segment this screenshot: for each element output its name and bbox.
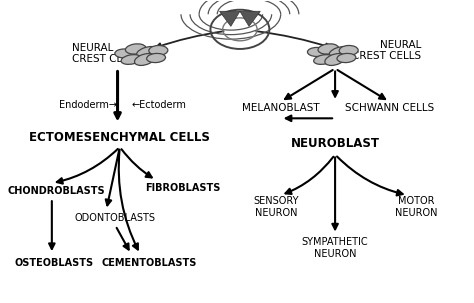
Text: ODONTOBLASTS: ODONTOBLASTS bbox=[75, 213, 156, 223]
Text: CHONDROBLASTS: CHONDROBLASTS bbox=[8, 186, 105, 196]
Ellipse shape bbox=[318, 44, 338, 54]
Ellipse shape bbox=[339, 45, 358, 55]
Text: Endoderm→: Endoderm→ bbox=[59, 100, 117, 110]
Text: SCHWANN CELLS: SCHWANN CELLS bbox=[345, 103, 434, 113]
Ellipse shape bbox=[126, 44, 146, 54]
Ellipse shape bbox=[135, 54, 155, 65]
Ellipse shape bbox=[325, 54, 345, 65]
Polygon shape bbox=[240, 11, 260, 26]
Text: NEURAL
CREST CELLS: NEURAL CREST CELLS bbox=[72, 43, 141, 64]
Text: SENSORY
NEURON: SENSORY NEURON bbox=[254, 197, 299, 218]
Ellipse shape bbox=[314, 55, 334, 64]
Text: MELANOBLAST: MELANOBLAST bbox=[242, 103, 319, 113]
Ellipse shape bbox=[146, 53, 165, 63]
Text: ECTOMESENCHYMAL CELLS: ECTOMESENCHYMAL CELLS bbox=[29, 132, 210, 145]
Polygon shape bbox=[219, 11, 240, 26]
Text: MOTOR
NEURON: MOTOR NEURON bbox=[395, 197, 438, 218]
Ellipse shape bbox=[149, 45, 168, 55]
Text: NEUROBLAST: NEUROBLAST bbox=[291, 138, 380, 151]
Ellipse shape bbox=[337, 53, 356, 63]
Text: CEMENTOBLASTS: CEMENTOBLASTS bbox=[101, 258, 197, 268]
Ellipse shape bbox=[121, 55, 141, 64]
Text: ←Ectoderm: ←Ectoderm bbox=[131, 100, 186, 110]
Ellipse shape bbox=[308, 48, 327, 56]
Text: OSTEOBLASTS: OSTEOBLASTS bbox=[15, 258, 94, 268]
Ellipse shape bbox=[137, 47, 157, 57]
Text: NEURAL
CREST CELLS: NEURAL CREST CELLS bbox=[352, 40, 421, 61]
Text: FIBROBLASTS: FIBROBLASTS bbox=[146, 183, 221, 193]
Ellipse shape bbox=[115, 49, 134, 58]
Text: SYMPATHETIC
NEURON: SYMPATHETIC NEURON bbox=[302, 237, 368, 259]
Ellipse shape bbox=[329, 47, 350, 57]
